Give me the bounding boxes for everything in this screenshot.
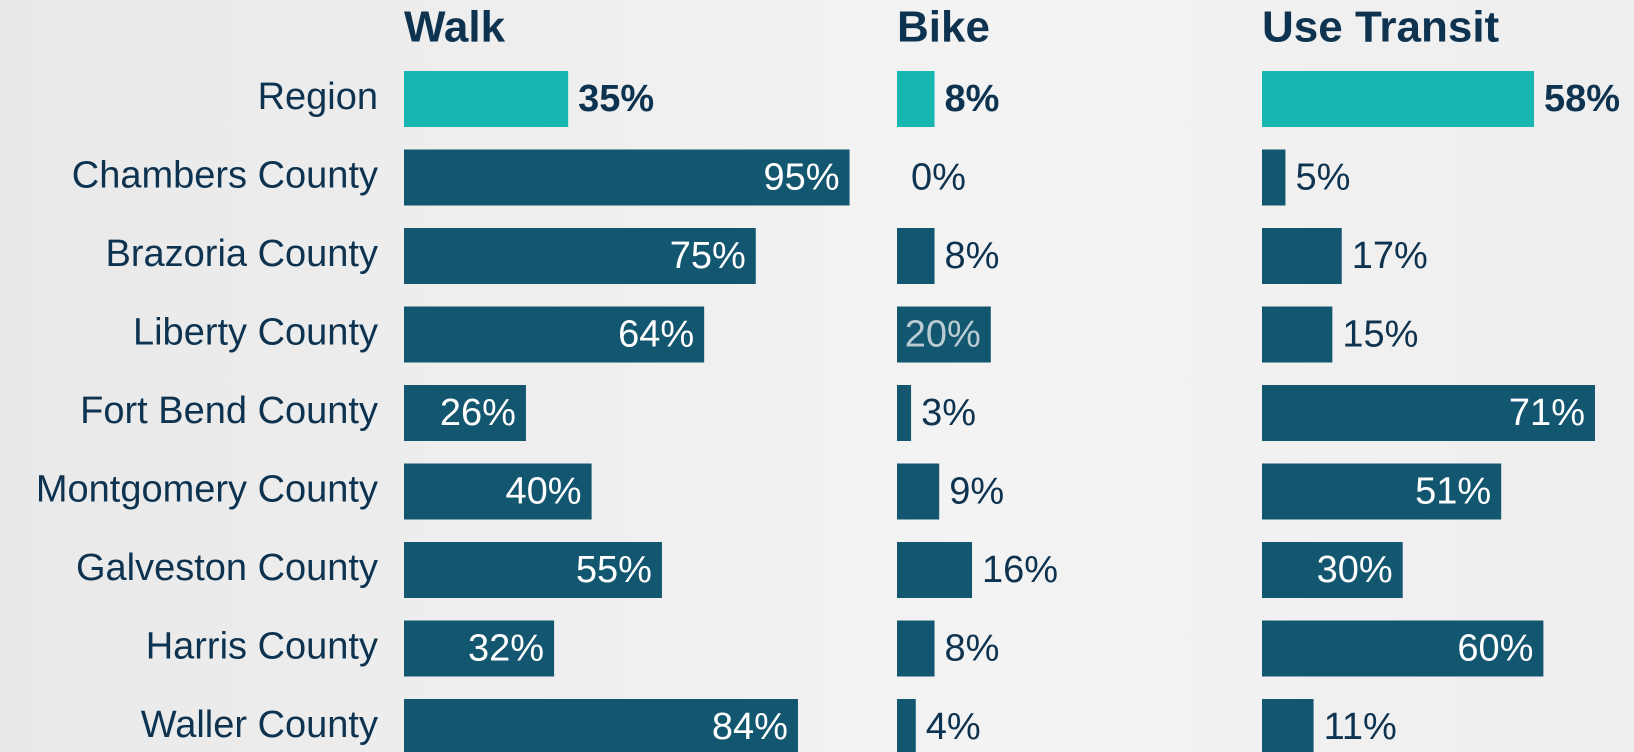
value-label: 4%	[926, 706, 981, 748]
bar	[404, 385, 526, 441]
value-label: 35%	[578, 78, 654, 120]
value-label: 95%	[763, 157, 839, 199]
value-label: 20%	[905, 314, 981, 356]
bar	[404, 228, 756, 284]
bar	[897, 71, 935, 127]
bar	[897, 306, 991, 363]
bar	[1262, 71, 1535, 127]
series-title: Walk	[404, 3, 506, 52]
category-label: Montgomery County	[36, 469, 378, 511]
bar	[897, 463, 940, 520]
bar	[404, 699, 798, 752]
bar	[1262, 228, 1342, 284]
bar	[1262, 699, 1314, 752]
bar	[1262, 149, 1286, 206]
value-label: 30%	[1317, 549, 1393, 591]
category-label: Brazoria County	[106, 233, 378, 275]
series-title: Use Transit	[1262, 3, 1500, 52]
value-label: 17%	[1352, 235, 1428, 277]
value-label: 15%	[1342, 314, 1418, 356]
bar	[897, 699, 916, 752]
value-label: 16%	[982, 549, 1058, 591]
category-label: Liberty County	[133, 312, 378, 354]
value-label: 32%	[468, 628, 544, 670]
value-label: 5%	[1295, 157, 1350, 199]
value-label: 3%	[921, 392, 976, 434]
bar	[1262, 620, 1544, 677]
value-label: 51%	[1415, 471, 1491, 513]
category-label: Fort Bend County	[80, 390, 378, 432]
category-label: Waller County	[141, 704, 378, 746]
value-label: 75%	[670, 235, 746, 277]
bar	[404, 149, 850, 206]
category-label: Region	[258, 76, 378, 118]
value-label: 40%	[506, 471, 582, 513]
bar	[404, 71, 569, 127]
bar	[897, 620, 935, 677]
bar	[1262, 542, 1403, 598]
value-label: 84%	[712, 706, 788, 748]
bar	[404, 542, 662, 598]
value-label: 55%	[576, 549, 652, 591]
bar	[404, 463, 592, 520]
bar	[1262, 385, 1595, 441]
value-label: 71%	[1509, 392, 1585, 434]
value-label: 8%	[945, 628, 1000, 670]
series-title: Bike	[897, 3, 990, 52]
value-label: 8%	[945, 235, 1000, 277]
category-label: Galveston County	[76, 547, 378, 589]
value-label: 60%	[1457, 628, 1533, 670]
value-label: 9%	[949, 471, 1004, 513]
category-label: Chambers County	[72, 155, 378, 197]
value-label: 58%	[1544, 78, 1620, 120]
bar	[897, 228, 935, 284]
bar	[897, 542, 973, 598]
value-label: 26%	[440, 392, 516, 434]
bar	[404, 620, 555, 677]
value-label: 0%	[911, 157, 966, 199]
bar	[404, 306, 705, 363]
bar	[897, 385, 912, 441]
bar	[1262, 306, 1333, 363]
category-label: Harris County	[146, 626, 378, 668]
bar	[1262, 463, 1502, 520]
value-label: 64%	[618, 314, 694, 356]
value-label: 8%	[945, 78, 1000, 120]
value-label: 11%	[1324, 706, 1397, 748]
